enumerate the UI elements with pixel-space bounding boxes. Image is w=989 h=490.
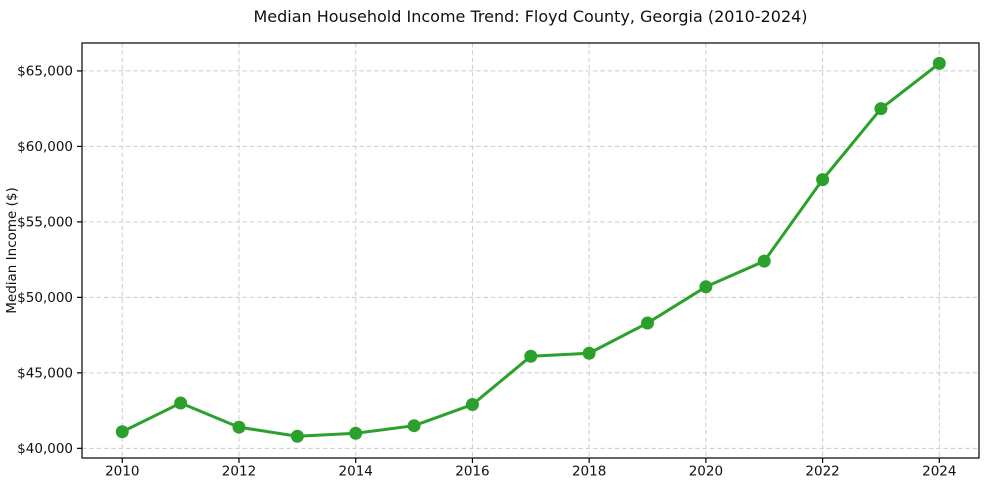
data-point: [932, 56, 946, 70]
y-tick-label: $40,000: [17, 441, 73, 457]
data-point: [641, 316, 655, 330]
data-point: [115, 425, 129, 439]
x-tick-label: 2014: [339, 464, 373, 480]
data-point: [232, 420, 246, 434]
x-tick-label: 2010: [105, 464, 139, 480]
y-axis-label: Median Income ($): [4, 187, 20, 313]
data-point: [757, 254, 771, 268]
y-tick-label: $50,000: [17, 290, 73, 306]
data-point: [874, 102, 888, 116]
x-tick-label: 2012: [222, 464, 256, 480]
x-tick-label: 2016: [455, 464, 489, 480]
x-tick-label: 2020: [689, 464, 723, 480]
data-point: [290, 429, 304, 443]
chart-title: Median Household Income Trend: Floyd Cou…: [253, 7, 808, 26]
data-point: [699, 280, 713, 294]
y-tick-label: $65,000: [17, 64, 73, 80]
data-point: [349, 426, 363, 440]
data-point: [816, 173, 830, 187]
data-point: [524, 349, 538, 363]
y-tick-label: $45,000: [17, 366, 73, 382]
data-line: [120, 61, 941, 438]
plot-border: [81, 42, 980, 459]
data-point: [174, 396, 188, 410]
x-tick-label: 2022: [805, 464, 839, 480]
data-point: [582, 346, 596, 360]
data-point: [407, 419, 421, 433]
x-tick-label: 2018: [572, 464, 606, 480]
y-tick-label: $60,000: [17, 139, 73, 155]
data-point: [465, 398, 479, 412]
y-tick-label: $55,000: [17, 215, 73, 231]
x-tick-label: 2024: [922, 464, 956, 480]
